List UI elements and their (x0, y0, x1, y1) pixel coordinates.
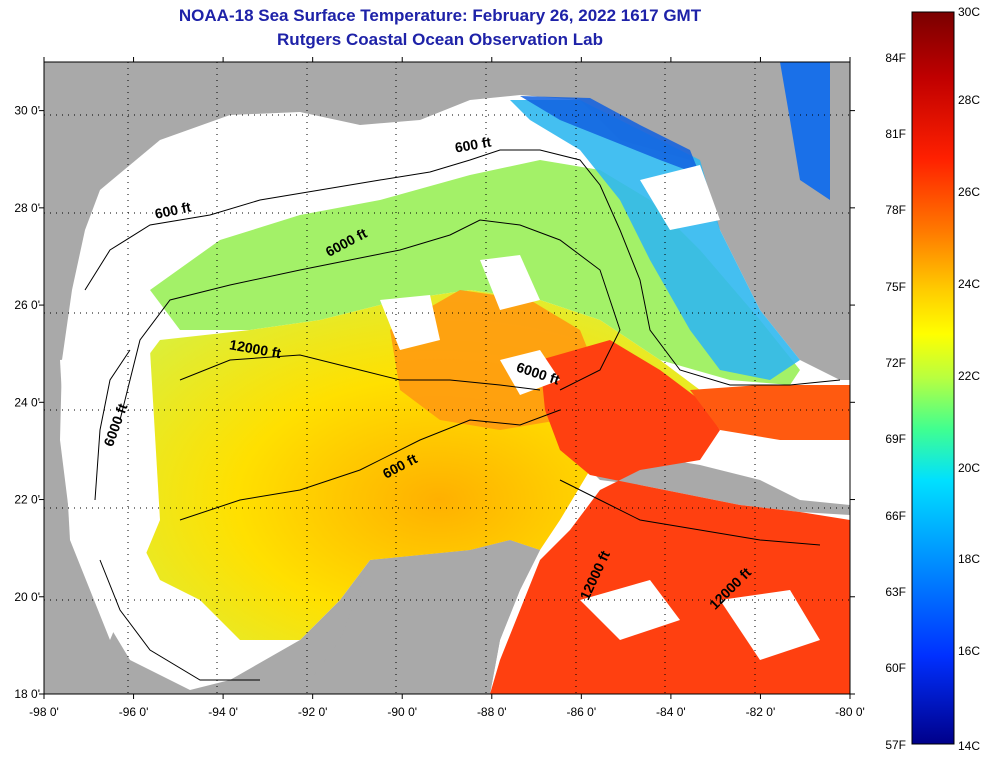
cloud-patch (580, 580, 680, 640)
lat-tick-label: 28 0' (14, 201, 40, 215)
colorbar-fahrenheit-label: 60F (885, 661, 906, 675)
lon-tick-label: -90 0' (387, 705, 417, 719)
colorbar-celsius-label: 24C (958, 277, 980, 291)
colorbar-celsius-label: 20C (958, 461, 980, 475)
colorbar-top-label: 30C (958, 5, 980, 19)
lat-tick-label: 22 0' (14, 493, 40, 507)
cloud-patch (720, 590, 820, 660)
contour-6000ft-west (94, 349, 131, 501)
lat-tick-label: 24 0' (14, 395, 40, 409)
sst-blue-florida (780, 62, 830, 200)
cloud-patch (60, 350, 160, 640)
graticule (44, 62, 850, 694)
colorbar-fahrenheit-label: 84F (885, 51, 906, 65)
lat-tick-label: 20 0' (14, 590, 40, 604)
colorbar-fahrenheit-label: 63F (885, 585, 906, 599)
cloud-patch (500, 350, 560, 395)
colorbar-fahrenheit-label: 75F (885, 280, 906, 294)
colorbar-fahrenheit-label: 66F (885, 509, 906, 523)
lon-tick-label: -96 0' (119, 705, 149, 719)
sst-darkblue-coast (520, 96, 700, 175)
lon-tick-label: -80 0' (835, 705, 865, 719)
lon-tick-label: -86 0' (567, 705, 597, 719)
yucatan-land (300, 540, 540, 694)
contour-label: 600 ft (454, 133, 493, 155)
map-title: NOAA-18 Sea Surface Temperature: Februar… (178, 6, 702, 25)
colorbar-celsius-label: 16C (958, 644, 980, 658)
colorbar-fahrenheit-label: 57F (885, 738, 906, 752)
cloud-patch (380, 295, 440, 350)
colorbar-fahrenheit-label: 72F (885, 356, 906, 370)
sst-red-east (690, 385, 850, 440)
lat-tick-label: 26 0' (14, 298, 40, 312)
colorbar-fahrenheit-label: 81F (885, 127, 906, 141)
lon-tick-label: -94 0' (208, 705, 238, 719)
lat-tick-label: 18 0' (14, 687, 40, 701)
colorbar-bottom-label: 14C (958, 739, 980, 753)
lon-tick-label: -88 0' (477, 705, 507, 719)
colorbar-celsius-label: 26C (958, 185, 980, 199)
colorbar-labels: 30C 14C 28C 26C 24C 22C 20C 18C 16C 84F 81F 78F 75F 7… (885, 5, 980, 753)
cloud-patch (800, 470, 850, 500)
colorbar-fahrenheit-label: 78F (885, 203, 906, 217)
contour-600ft-south (179, 409, 561, 521)
contour-12000ft (179, 354, 541, 391)
sst-blue-northeast (510, 100, 800, 380)
lon-tick-label: -82 0' (746, 705, 776, 719)
axis-ticks: -98 0' -96 0' -94 0' -92 0' -90 0' -88 0' -86 … (14, 57, 865, 719)
colorbar-celsius-label: 28C (958, 93, 980, 107)
map-subtitle: Rutgers Coastal Ocean Observation Lab (277, 30, 603, 49)
contour-12000ft-south (559, 479, 821, 546)
colorbar (911, 11, 955, 745)
contour-shelf-west (99, 559, 260, 681)
lon-tick-label: -84 0' (656, 705, 686, 719)
map-border (43, 61, 851, 695)
lat-tick-label: 30 0' (14, 104, 40, 118)
contour-label: 600 ft (153, 199, 192, 222)
lon-tick-label: -98 0' (29, 705, 59, 719)
colorbar-celsius-label: 22C (958, 369, 980, 383)
cloud-patch (480, 255, 540, 310)
contour-6000ft-north (119, 219, 621, 421)
lon-tick-label: -92 0' (298, 705, 328, 719)
colorbar-fahrenheit-label: 69F (885, 432, 906, 446)
cloud-patch (640, 165, 720, 230)
cuba-land (590, 455, 850, 515)
colorbar-celsius-label: 18C (958, 552, 980, 566)
